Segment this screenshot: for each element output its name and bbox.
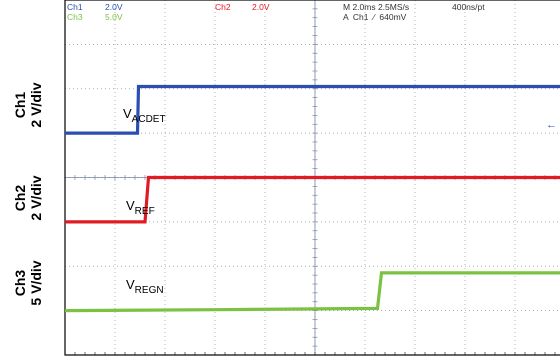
ylabel-ch3: Ch3 5 V/div bbox=[12, 253, 48, 313]
ch2-header-scale: 2.0V bbox=[252, 2, 270, 12]
ylabel-ch2: Ch2 2 V/div bbox=[12, 168, 48, 228]
record-readout: 400ns/pt bbox=[452, 2, 485, 12]
ch2-header-name: Ch2 bbox=[215, 2, 231, 12]
ch1-header-name: Ch1 bbox=[67, 2, 83, 12]
trace-label-ref: VREF bbox=[126, 198, 155, 217]
ch3-header-scale: 5.0V bbox=[105, 12, 123, 22]
trigger-arrow-icon: ← bbox=[546, 119, 557, 131]
trace-regn bbox=[64, 271, 560, 313]
timebase-readout: M 2.0ms 2.5MS/s bbox=[343, 2, 409, 12]
trace-label-regn: VREGN bbox=[126, 277, 164, 296]
trace-acdet bbox=[65, 84, 560, 135]
ylabel-ch1-channel: Ch1 bbox=[12, 91, 28, 119]
ylabel-ch1-scale: 2 V/div bbox=[28, 82, 44, 128]
ylabel-ch2-scale: 2 V/div bbox=[28, 175, 44, 221]
ylabel-ch1: Ch1 2 V/div bbox=[12, 75, 48, 135]
traces bbox=[64, 84, 560, 313]
ylabel-ch3-channel: Ch3 bbox=[12, 269, 28, 297]
ylabel-ch3-scale: 5 V/div bbox=[28, 260, 44, 306]
header-readout: Ch1 2.0V Ch3 5.0V Ch2 2.0V M 2.0ms 2.5MS… bbox=[67, 2, 485, 22]
trace-ref bbox=[65, 175, 560, 224]
ch3-header-name: Ch3 bbox=[67, 12, 83, 22]
trace-label-acdet: VACDET bbox=[123, 106, 166, 125]
ch1-header-scale: 2.0V bbox=[105, 2, 123, 12]
plot-frame bbox=[64, 0, 560, 356]
ylabel-ch2-channel: Ch2 bbox=[12, 184, 28, 212]
trigger-readout: A Ch1 ∕ 640mV bbox=[343, 12, 407, 22]
